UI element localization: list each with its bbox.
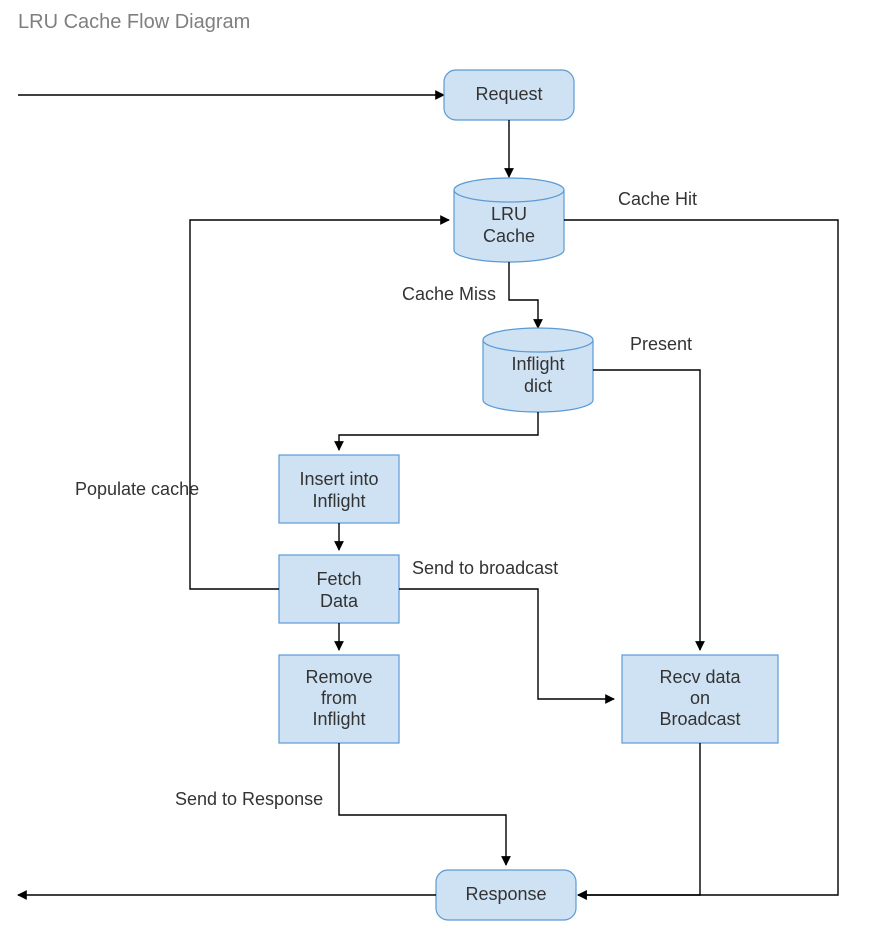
node-remove-inflight-label-1: Remove xyxy=(305,667,372,687)
edge-cache-miss xyxy=(509,262,538,328)
node-lru-cache: LRU Cache xyxy=(454,178,564,262)
diagram-title: LRU Cache Flow Diagram xyxy=(18,11,250,33)
edge-cache-hit xyxy=(564,220,838,895)
label-cache-miss: Cache Miss xyxy=(402,284,496,304)
node-remove-inflight: Remove from Inflight xyxy=(279,655,399,743)
label-populate-cache: Populate cache xyxy=(75,479,199,499)
node-lru-cache-label-2: Cache xyxy=(483,226,535,246)
edge-present xyxy=(593,370,700,650)
edge-inflight-insert xyxy=(339,412,538,450)
node-recv-broadcast: Recv data on Broadcast xyxy=(622,655,778,743)
node-insert-inflight-label-1: Insert into xyxy=(299,469,378,489)
label-send-broadcast: Send to broadcast xyxy=(412,558,558,578)
node-fetch-data: Fetch Data xyxy=(279,555,399,623)
edge-remove-response xyxy=(339,743,506,865)
node-response: Response xyxy=(436,870,576,920)
node-remove-inflight-label-3: Inflight xyxy=(312,709,365,729)
node-fetch-data-label-2: Data xyxy=(320,591,359,611)
edge-recv-response xyxy=(578,743,700,895)
edge-populate-cache xyxy=(190,220,449,589)
node-recv-broadcast-label-1: Recv data xyxy=(659,667,741,687)
node-inflight-dict-label-1: Inflight xyxy=(511,354,564,374)
node-fetch-data-label-1: Fetch xyxy=(316,569,361,589)
node-request: Request xyxy=(444,70,574,120)
node-recv-broadcast-label-3: Broadcast xyxy=(659,709,740,729)
node-recv-broadcast-label-2: on xyxy=(690,688,710,708)
node-inflight-dict-label-2: dict xyxy=(524,376,552,396)
node-remove-inflight-label-2: from xyxy=(321,688,357,708)
node-insert-inflight-label-2: Inflight xyxy=(312,491,365,511)
label-send-response: Send to Response xyxy=(175,789,323,809)
edge-send-broadcast xyxy=(399,589,614,699)
node-request-label: Request xyxy=(475,84,542,104)
node-response-label: Response xyxy=(465,884,546,904)
node-insert-inflight: Insert into Inflight xyxy=(279,455,399,523)
node-inflight-dict: Inflight dict xyxy=(483,328,593,412)
node-lru-cache-label-1: LRU xyxy=(491,204,527,224)
label-cache-hit: Cache Hit xyxy=(618,189,697,209)
label-present: Present xyxy=(630,334,692,354)
